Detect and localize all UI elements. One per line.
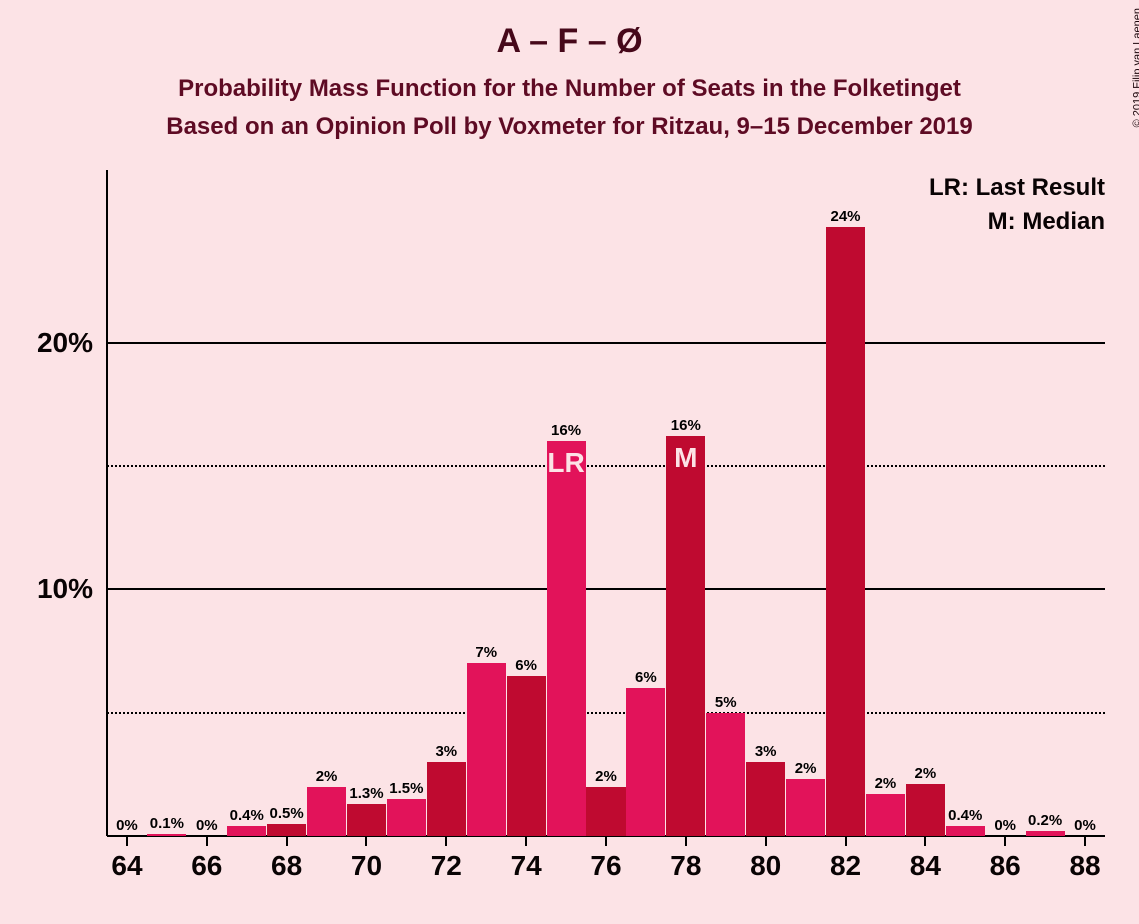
bar: 0.1%	[147, 834, 186, 836]
bar-value-label: 16%	[551, 422, 581, 441]
chart-subtitle-2: Based on an Opinion Poll by Voxmeter for…	[0, 103, 1139, 141]
y-tick-label: 10%	[37, 573, 107, 605]
x-tick-label: 72	[431, 836, 462, 882]
x-tick-label: 70	[351, 836, 382, 882]
bar-value-label: 16%	[671, 417, 701, 436]
x-tick-label: 68	[271, 836, 302, 882]
legend-lr: LR: Last Result	[929, 174, 1105, 202]
bar-value-label: 0.2%	[1028, 812, 1062, 831]
bar: 0.4%	[946, 826, 985, 836]
bar: 2%	[866, 794, 905, 836]
bar-value-label: 1.5%	[389, 780, 423, 799]
legend-m: M: Median	[929, 202, 1105, 236]
bar-value-label: 24%	[830, 208, 860, 227]
bar: 6%	[507, 676, 546, 836]
copyright: © 2019 Filip van Laenen	[1131, 8, 1139, 127]
bar: 24%	[826, 227, 865, 836]
x-tick-label: 84	[910, 836, 941, 882]
plot-area: 10%20%646668707274767880828486880%0.1%0%…	[107, 170, 1105, 836]
bar: 0.4%	[227, 826, 266, 836]
bar-value-label: 2%	[915, 765, 937, 784]
gridline-minor	[107, 712, 1105, 714]
x-tick-label: 66	[191, 836, 222, 882]
bar-value-label: 0.4%	[948, 807, 982, 826]
bar-inner-label: LR	[547, 447, 584, 479]
x-tick-label: 86	[990, 836, 1021, 882]
bar-value-label: 7%	[475, 644, 497, 663]
bar-value-label: 0.5%	[270, 805, 304, 824]
bar-value-label: 1.3%	[349, 785, 383, 804]
bar-value-label: 3%	[435, 743, 457, 762]
bar: 2%	[786, 779, 825, 836]
x-tick-label: 80	[750, 836, 781, 882]
bar-value-label: 5%	[715, 694, 737, 713]
bar-value-label: 0.1%	[150, 815, 184, 834]
bar: 16%M	[666, 436, 705, 836]
bar-value-label: 0%	[116, 817, 138, 836]
bar: 16%LR	[547, 441, 586, 836]
bar-value-label: 6%	[515, 657, 537, 676]
bar: 7%	[467, 663, 506, 836]
bar-value-label: 2%	[316, 768, 338, 787]
gridline-minor	[107, 465, 1105, 467]
bar: 1.5%	[387, 799, 426, 836]
bar-value-label: 6%	[635, 669, 657, 688]
bar: 3%	[746, 762, 785, 836]
bar: 0.5%	[267, 824, 306, 836]
bar-value-label: 2%	[595, 768, 617, 787]
bar-value-label: 0.4%	[230, 807, 264, 826]
chart-subtitle-1: Probability Mass Function for the Number…	[0, 61, 1139, 103]
bar-value-label: 3%	[755, 743, 777, 762]
bar-value-label: 0%	[1074, 817, 1096, 836]
bar: 5%	[706, 713, 745, 836]
legend: LR: Last Result M: Median	[929, 174, 1105, 236]
bar: 0.2%	[1026, 831, 1065, 836]
x-tick-label: 88	[1069, 836, 1100, 882]
bar: 2%	[586, 787, 625, 836]
y-axis	[106, 170, 108, 836]
bar-value-label: 0%	[196, 817, 218, 836]
bar-value-label: 2%	[875, 775, 897, 794]
chart-title: A – F – Ø	[0, 0, 1139, 61]
bar: 2%	[307, 787, 346, 836]
bar: 3%	[427, 762, 466, 836]
y-tick-label: 20%	[37, 327, 107, 359]
x-tick-label: 82	[830, 836, 861, 882]
x-tick-label: 78	[670, 836, 701, 882]
gridline-major	[107, 588, 1105, 590]
bar-value-label: 2%	[795, 760, 817, 779]
bar: 6%	[626, 688, 665, 836]
bar: 1.3%	[347, 804, 386, 836]
bar: 2%	[906, 784, 945, 836]
x-tick-label: 76	[590, 836, 621, 882]
bar-inner-label: M	[674, 442, 697, 474]
gridline-major	[107, 342, 1105, 344]
x-tick-label: 64	[111, 836, 142, 882]
x-tick-label: 74	[511, 836, 542, 882]
bar-value-label: 0%	[994, 817, 1016, 836]
